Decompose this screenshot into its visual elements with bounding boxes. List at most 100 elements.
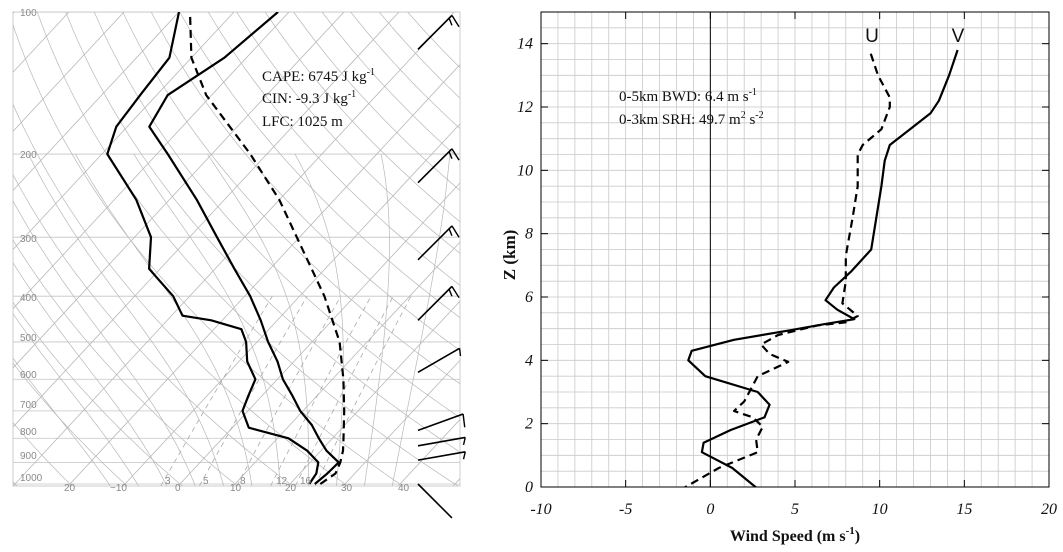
isotherm [342, 359, 460, 486]
temperature-tick-label: 0 [175, 483, 181, 494]
x-axis-label: Wind Speed (m s-1) [730, 525, 860, 545]
moist-adiabat [75, 153, 253, 486]
wind-barb-flag [451, 225, 460, 238]
wind-barb-flag [462, 437, 466, 446]
wind-ticks [540, 12, 1050, 488]
y-tick-label: 0 [525, 479, 533, 496]
y-tick-labels: 0 2 4 6 8 10 12 14 [517, 36, 533, 496]
isotherm [67, 64, 460, 486]
pressure-tick-labels: 100 200 300 400 500 600 700 800 900 1000 [20, 8, 43, 484]
wind-barb-shaft [417, 483, 453, 519]
y-tick-label: 6 [525, 289, 533, 306]
y-tick-label: 12 [517, 99, 533, 116]
skew-t-wind-barbs [417, 14, 466, 519]
moist-adiabat [207, 153, 309, 486]
wind-barb-flag [462, 413, 466, 428]
y-tick-label: 10 [517, 162, 533, 179]
mixing-ratio-label: 8 [240, 476, 246, 487]
isotherm [287, 300, 460, 486]
isotherm [13, 12, 290, 310]
isotherm [13, 12, 125, 132]
series-line-v [687, 49, 959, 487]
wind-barb-shaft [417, 148, 453, 184]
isotherm [232, 241, 460, 486]
mixing-ratio-label: 5 [203, 476, 209, 487]
wind-profiles [683, 49, 959, 487]
wind-barb [417, 347, 462, 374]
pressure-tick-label: 400 [20, 293, 37, 304]
y-tick-label: 4 [525, 352, 533, 369]
skew-t-chart: 100 200 300 400 500 600 700 800 900 1000… [12, 8, 466, 519]
isotherm [13, 12, 235, 251]
wind-barb-flag [451, 15, 460, 28]
wind-barb-flag [448, 288, 453, 297]
parcel-profile-line [188, 12, 346, 485]
dry-adiabat [13, 239, 239, 486]
bwd-annotation: 0-5km BWD: 6.4 m s-1 [619, 87, 757, 105]
series-label-v: V [952, 26, 965, 47]
moist-adiabat [28, 153, 224, 486]
wind-barb [417, 148, 460, 184]
dry-adiabat [13, 362, 128, 486]
wind-barb-flag [458, 348, 462, 356]
pressure-tick-label: 1000 [20, 473, 43, 484]
x-tick-label: 10 [872, 501, 888, 518]
wind-grid [540, 11, 1050, 488]
moist-adiabat [364, 154, 390, 486]
series-labels: U V [865, 26, 965, 47]
dry-adiabat [150, 12, 460, 351]
moist-adiabat [13, 313, 139, 486]
dry-adiabat [207, 12, 460, 286]
cape-annotation: CAPE: 6745 J kg-1 [262, 67, 375, 85]
isotherm [122, 123, 460, 486]
wind-barb-shaft [417, 413, 464, 432]
wind-barb [417, 14, 460, 50]
isotherm [13, 12, 455, 486]
skew-t-profiles [106, 12, 346, 485]
wind-barb [417, 436, 466, 447]
wind-barb-flag [448, 228, 453, 237]
wind-profile-chart: -10 -5 0 5 10 15 20 0 2 4 6 8 10 12 14 W… [500, 11, 1057, 545]
y-axis-label: Z (km) [500, 230, 519, 281]
wind-barb-shaft [417, 285, 453, 321]
dry-adiabat [65, 12, 460, 453]
temperature-tick-label: 10 [230, 483, 242, 494]
wind-barb-flag [448, 151, 453, 159]
moist-adiabat [13, 357, 111, 486]
x-tick-label: 0 [706, 501, 714, 518]
wind-barb-flag [451, 286, 460, 299]
temperature-profile-line [148, 12, 340, 485]
temperature-tick-label: 20 [285, 483, 297, 494]
wind-barb-flag [451, 148, 460, 161]
pressure-tick-label: 300 [20, 234, 37, 245]
temperature-tick-label: −10 [110, 483, 127, 494]
isotherm [177, 182, 460, 486]
dry-adiabat [264, 12, 460, 223]
dry-adiabat [407, 12, 460, 69]
pressure-tick-label: 600 [20, 370, 37, 381]
mixing-ratio-tick-labels: 3 5 8 12 16 [165, 476, 312, 487]
x-tick-label: 15 [956, 501, 972, 518]
series-label-u: U [865, 26, 879, 47]
x-tick-label: -5 [619, 501, 632, 518]
mixing-ratio-line [294, 296, 394, 486]
dry-adiabat [13, 173, 294, 486]
isotherm [13, 12, 180, 192]
skew-t-frame [12, 11, 461, 487]
temperature-tick-label: 40 [398, 483, 410, 494]
mixing-ratio-line [314, 296, 412, 486]
dry-adiabat [236, 12, 460, 254]
y-tick-label: 14 [517, 36, 533, 53]
temperature-tick-label: 30 [341, 483, 353, 494]
wind-barb-flag [462, 451, 466, 460]
wind-barb-shaft [417, 436, 466, 447]
pressure-tick-label: 500 [20, 333, 37, 344]
x-tick-label: -10 [530, 501, 551, 518]
y-tick-label: 8 [525, 226, 533, 243]
mixing-ratio-line [160, 295, 273, 486]
temperature-tick-label: 20 [64, 483, 76, 494]
wind-annotations: 0-5km BWD: 6.4 m s-1 0-3km SRH: 49.7 m2 … [619, 87, 764, 128]
dry-adiabat [13, 103, 349, 486]
wind-barb [417, 285, 460, 321]
